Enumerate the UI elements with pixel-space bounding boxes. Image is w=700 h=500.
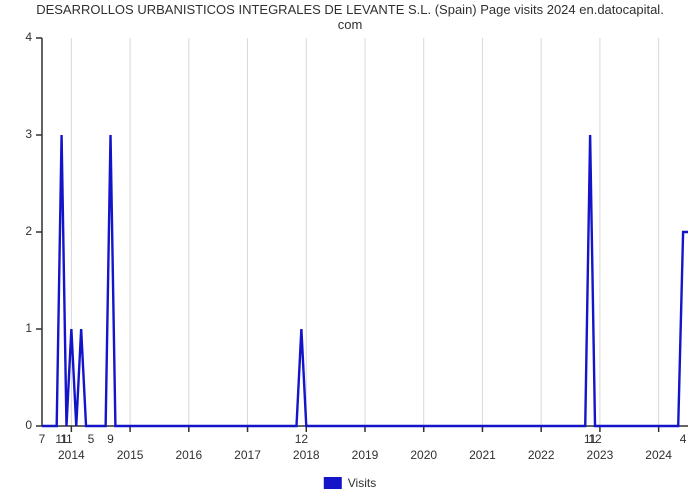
x-year-label: 2018 [276, 448, 336, 462]
x-year-label: 2024 [629, 448, 689, 462]
x-cat-label: 12 [583, 432, 607, 446]
x-cat-label: 12 [289, 432, 313, 446]
x-year-label: 2015 [100, 448, 160, 462]
y-tick-label: 3 [25, 127, 32, 141]
y-tick-label: 1 [25, 321, 32, 335]
x-year-label: 2022 [511, 448, 571, 462]
x-year-label: 2019 [335, 448, 395, 462]
legend-label: Visits [348, 476, 376, 490]
x-year-label: 2017 [218, 448, 278, 462]
chart-title-line2: com [0, 17, 700, 32]
x-year-label: 2016 [159, 448, 219, 462]
y-tick-label: 2 [25, 224, 32, 238]
y-tick-label: 4 [25, 30, 32, 44]
x-year-label: 2023 [570, 448, 630, 462]
y-tick-label: 0 [25, 418, 32, 432]
chart-title: DESARROLLOS URBANISTICOS INTEGRALES DE L… [0, 2, 700, 32]
chart-title-line1: DESARROLLOS URBANISTICOS INTEGRALES DE L… [0, 2, 700, 17]
x-year-label: 2021 [452, 448, 512, 462]
x-year-label: 2020 [394, 448, 454, 462]
x-cat-label: 9 [99, 432, 123, 446]
legend-swatch [324, 477, 342, 489]
x-cat-label: 4 [671, 432, 695, 446]
x-year-label: 2014 [41, 448, 101, 462]
legend: Visits [324, 476, 376, 490]
visits-line-chart [42, 38, 692, 438]
x-cat-label: 11 [54, 432, 78, 446]
